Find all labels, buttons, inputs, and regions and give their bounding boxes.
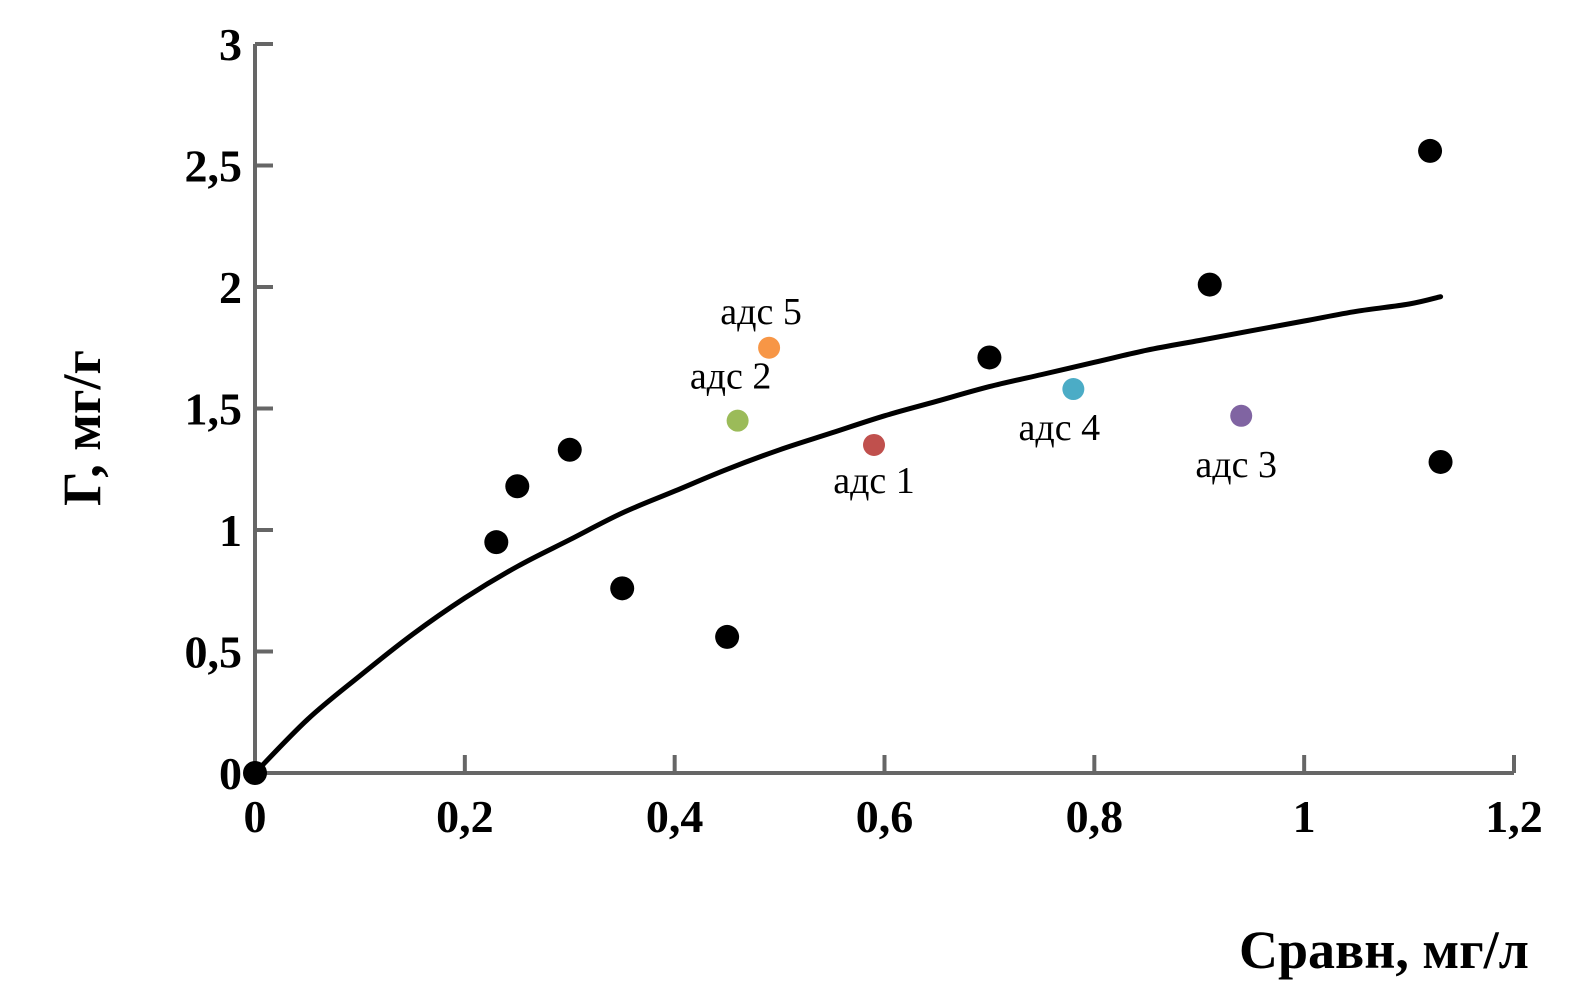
adsorbent-label: адс 3	[1195, 444, 1277, 486]
adsorbent-label: адс 5	[720, 291, 802, 333]
y-tick-label: 0,5	[185, 627, 243, 678]
scatter-point	[977, 345, 1002, 370]
x-axis-title: Сравн, мг/л	[1239, 920, 1529, 980]
adsorbent-point	[863, 433, 886, 456]
adsorbent-point	[758, 336, 781, 359]
x-tick-label: 0,8	[1066, 791, 1124, 842]
y-tick-label: 1	[219, 505, 242, 556]
y-tick-label: 3	[219, 19, 242, 70]
adsorbent-point	[1062, 378, 1085, 401]
point-labels: адс 1 адс 2 адс 3 адс 4 адс 5	[690, 291, 1277, 502]
x-tick-label: 1	[1293, 791, 1316, 842]
scatter-point	[1418, 138, 1443, 163]
scatter-point	[1197, 272, 1222, 297]
adsorbent-label: адс 4	[1019, 407, 1101, 449]
scatter-point	[243, 761, 267, 785]
scatter-point	[1428, 449, 1453, 474]
fit-curve	[252, 294, 1444, 776]
x-tick-label: 0,6	[856, 791, 914, 842]
x-tick-label: 0,4	[646, 791, 704, 842]
scatter-point	[557, 437, 582, 462]
scatter-point	[484, 530, 509, 555]
y-axis-title: Г, мг/г	[52, 350, 112, 506]
adsorbent-label: адс 2	[690, 356, 772, 398]
data-points	[243, 138, 1453, 785]
x-tick-label: 0,2	[436, 791, 494, 842]
adsorbent-point	[726, 409, 749, 432]
adsorbent-point	[1230, 404, 1253, 427]
axes: 0 0,5 1 1,5 2 2,5 3 0 0,2 0,4 0,6 0,8 1 1,2	[185, 19, 1543, 842]
y-tick-label: 0	[219, 748, 242, 799]
scatter-point	[715, 624, 740, 649]
adsorbent-label: адс 1	[833, 460, 915, 502]
x-tick-label: 0	[244, 791, 267, 842]
fit-curve-path	[252, 294, 1444, 776]
scatter-point	[505, 474, 530, 499]
x-tick-label: 1,2	[1485, 791, 1543, 842]
y-tick-label: 1,5	[185, 384, 243, 435]
y-tick-label: 2	[219, 262, 242, 313]
scatter-point	[610, 576, 635, 601]
y-tick-label: 2,5	[185, 141, 243, 192]
